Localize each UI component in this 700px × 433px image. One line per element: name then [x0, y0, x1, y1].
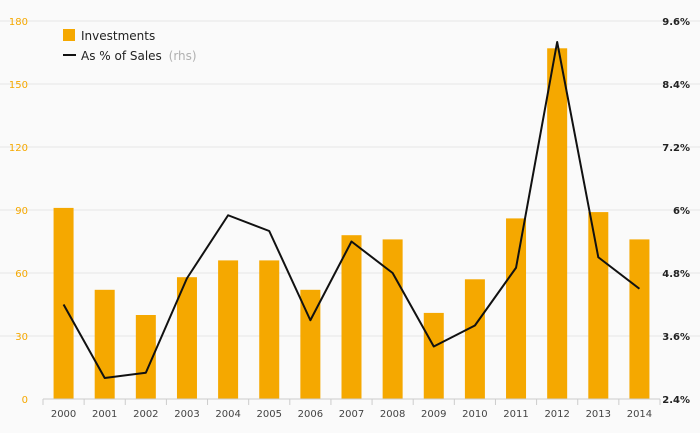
bar-2014	[629, 239, 650, 399]
x-tick-label: 2007	[339, 409, 364, 420]
x-tick-label: 2012	[544, 409, 569, 420]
bar-2013	[588, 212, 609, 399]
x-tick-label: 2003	[174, 409, 199, 420]
gridlines	[0, 20, 700, 337]
x-tick-label: 2009	[421, 409, 446, 420]
bar-2010	[464, 279, 485, 399]
bar-2005	[259, 260, 280, 399]
bar-series-investments	[53, 48, 650, 400]
bar-2002	[135, 315, 156, 399]
x-tick-label: 2006	[298, 409, 323, 420]
bar-2011	[506, 218, 527, 399]
x-tick-label: 2013	[586, 409, 611, 420]
left-tick-label: 0	[22, 395, 28, 406]
right-tick-label: 9.6%	[662, 17, 690, 28]
right-tick-label: 8.4%	[662, 80, 690, 91]
left-y-axis: 0 30 60 90 120 150 180	[9, 17, 28, 406]
x-tick-label: 2000	[51, 409, 76, 420]
x-tick-label: 2010	[462, 409, 487, 420]
left-tick-label: 60	[15, 269, 28, 280]
right-tick-label: 7.2%	[662, 143, 690, 154]
left-tick-label: 120	[9, 143, 28, 154]
x-tick-label: 2002	[133, 409, 158, 420]
legend-label-rhs: (rhs)	[169, 49, 197, 63]
left-tick-label: 30	[15, 332, 28, 343]
right-y-axis: 2.4% 3.6% 4.8% 6% 7.2% 8.4% 9.6%	[662, 17, 690, 406]
x-tick-label: 2001	[92, 409, 117, 420]
right-tick-label: 4.8%	[662, 269, 690, 280]
bar-2003	[176, 277, 197, 399]
legend-label-pct-sales-main: As % of Sales	[81, 49, 162, 63]
x-tick-label: 2008	[380, 409, 405, 420]
legend-label-pct-sales: As % of Sales (rhs)	[81, 49, 197, 63]
right-tick-label: 6%	[673, 206, 690, 217]
bar-2008	[382, 239, 403, 399]
left-tick-label: 150	[9, 80, 28, 91]
bar-2004	[218, 260, 239, 399]
right-tick-label: 2.4%	[662, 395, 690, 406]
left-tick-label: 90	[15, 206, 28, 217]
bar-2001	[94, 289, 115, 399]
left-tick-label: 180	[9, 17, 28, 28]
legend: Investments As % of Sales (rhs)	[63, 29, 197, 63]
line-series-pct-sales	[62, 41, 641, 379]
x-tick-label: 2014	[627, 409, 652, 420]
x-tick-label: 2011	[503, 409, 528, 420]
x-axis-ticks: 2000 2001 2002 2003 2004 2005 2006 2007 2008 2009…	[42, 399, 661, 420]
bar-2007	[341, 235, 362, 399]
bar-2006	[300, 289, 321, 399]
bar-2009	[423, 312, 444, 399]
x-tick-label: 2005	[257, 409, 282, 420]
x-tick-label: 2004	[215, 409, 240, 420]
bar-2000	[53, 207, 74, 399]
right-tick-label: 3.6%	[662, 332, 690, 343]
bar-2012	[547, 48, 568, 400]
legend-swatch-investments	[63, 29, 75, 41]
legend-label-investments: Investments	[81, 29, 155, 43]
